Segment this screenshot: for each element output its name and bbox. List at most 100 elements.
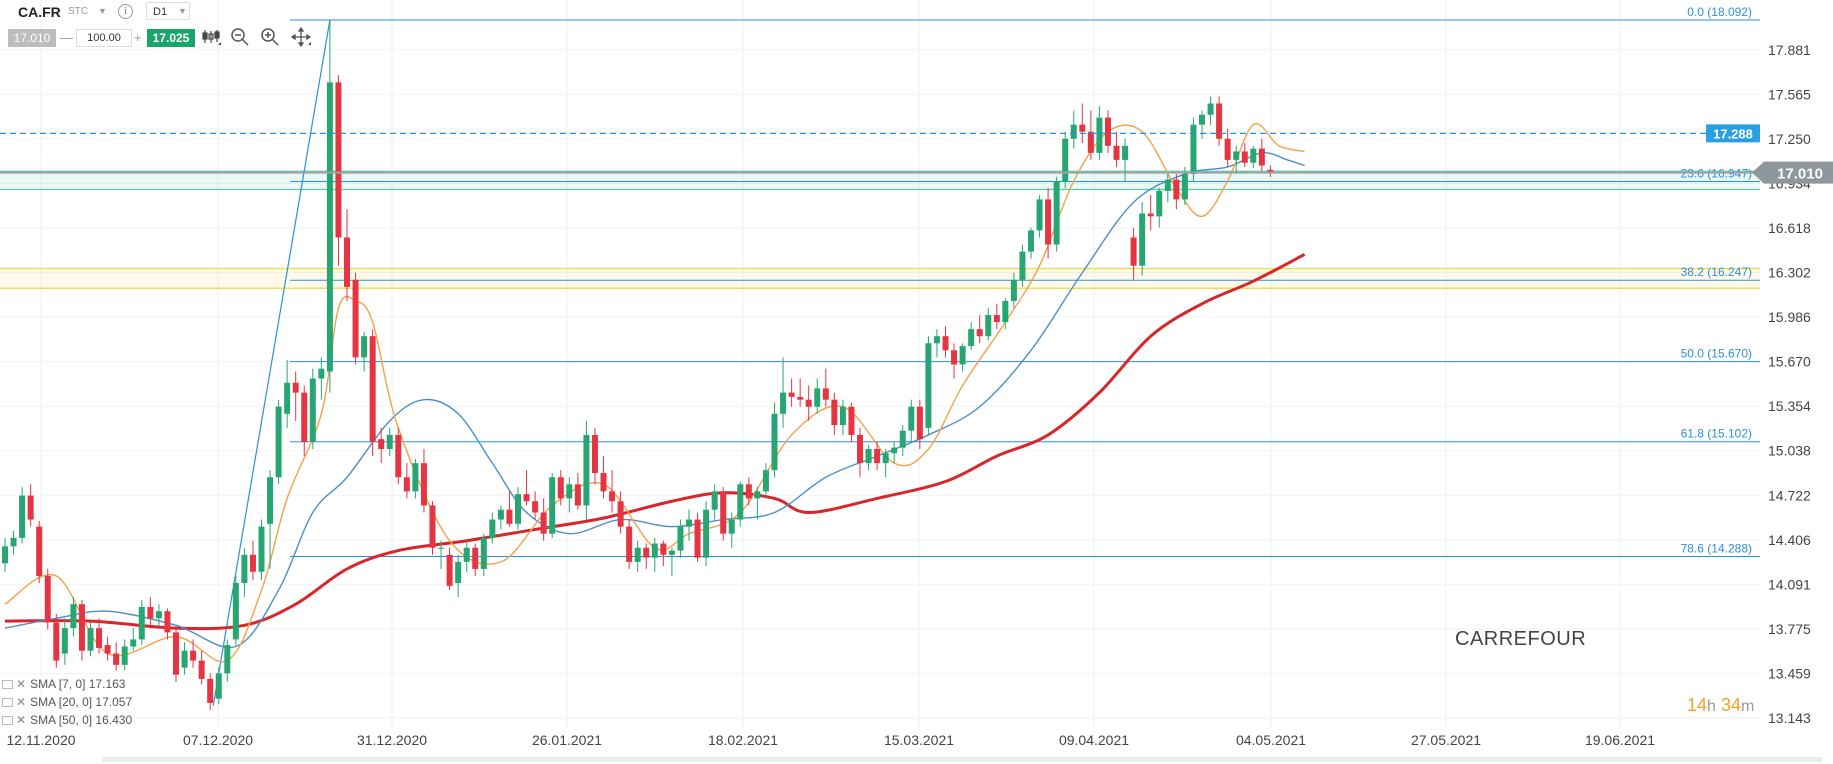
candle xyxy=(155,604,162,626)
x-tick-label: 09.04.2021 xyxy=(1059,732,1129,748)
candles xyxy=(2,20,1274,710)
candle-body xyxy=(1258,148,1265,166)
legend-settings-icon[interactable] xyxy=(2,698,13,708)
candle-body xyxy=(369,336,376,442)
candle-body xyxy=(1062,138,1069,182)
candle xyxy=(369,329,376,457)
candle-body xyxy=(788,392,795,397)
zoom-out-icon[interactable] xyxy=(229,26,251,48)
candle-body xyxy=(361,336,368,358)
candle xyxy=(361,331,368,372)
candlestick-type-icon[interactable] xyxy=(200,26,222,48)
candle xyxy=(540,498,547,541)
candle xyxy=(344,209,350,301)
candle xyxy=(686,509,692,541)
y-tick-label: 15.670 xyxy=(1768,354,1811,370)
remove-indicator-icon[interactable]: ✕ xyxy=(16,677,27,691)
candle-body xyxy=(857,434,863,464)
bid-price-button[interactable]: 17.010 xyxy=(8,29,56,47)
candle-body xyxy=(1130,237,1137,266)
candle xyxy=(19,487,26,544)
candle xyxy=(1045,188,1052,259)
candle xyxy=(668,547,675,576)
fib-trend-line xyxy=(212,19,331,706)
candle xyxy=(198,650,205,685)
candle-body xyxy=(446,554,453,586)
info-icon[interactable]: i xyxy=(118,4,133,19)
market-dropdown-icon[interactable]: ▼ xyxy=(98,6,107,16)
candle xyxy=(574,473,581,510)
remove-indicator-icon[interactable]: ✕ xyxy=(16,713,27,727)
candle xyxy=(164,608,171,640)
timeframe-select[interactable]: D1 xyxy=(146,2,190,20)
candle-body xyxy=(1216,103,1223,139)
candle xyxy=(61,618,68,665)
candle xyxy=(515,487,521,530)
zoom-in-icon[interactable] xyxy=(259,26,281,48)
sma50-label: SMA [50, 0] 16.430 xyxy=(30,713,133,727)
candle-body xyxy=(1113,145,1120,160)
candle-body xyxy=(121,646,128,665)
candle-body xyxy=(497,509,504,520)
candle xyxy=(309,368,316,450)
price-zone xyxy=(0,268,1760,289)
horizontal-scrollbar[interactable] xyxy=(102,757,1822,762)
candle xyxy=(993,303,1000,330)
legend-settings-icon[interactable] xyxy=(2,716,13,726)
candle-body xyxy=(181,650,188,668)
dashed-level xyxy=(0,132,1760,174)
candle-body xyxy=(1147,213,1154,217)
candle-body xyxy=(1233,151,1240,160)
candle xyxy=(438,540,445,569)
candle-body xyxy=(651,543,658,558)
candle-body xyxy=(1087,131,1094,153)
symbol-label[interactable]: CA.FR xyxy=(18,4,61,20)
x-tick-label: 18.02.2021 xyxy=(708,732,778,748)
crosshair-icon[interactable] xyxy=(290,26,312,48)
candle-body xyxy=(745,484,752,499)
volume-increase-button[interactable]: + xyxy=(134,30,142,45)
candle xyxy=(745,477,752,506)
candle xyxy=(70,597,77,637)
candle-body xyxy=(1053,181,1060,245)
sma50-legend: ✕ SMA [50, 0] 16.430 xyxy=(2,713,132,727)
x-axis-ticks: 12.11.2020 07.12.2020 31.12.2020 26.01.2021… xyxy=(6,732,1655,748)
candle-body xyxy=(925,343,932,428)
countdown-hours-unit: h xyxy=(1707,698,1716,715)
candle xyxy=(532,491,539,520)
candle-body xyxy=(686,519,692,527)
price-labels: 17.288 17.010 xyxy=(1706,124,1833,184)
candle xyxy=(104,636,111,661)
candle xyxy=(660,540,667,567)
candle xyxy=(480,533,487,576)
volume-input[interactable]: 100.00 xyxy=(76,29,132,47)
candle xyxy=(899,425,906,457)
candle xyxy=(874,441,881,471)
candle xyxy=(463,540,470,572)
timeframe-dropdown-icon[interactable]: ▼ xyxy=(178,6,187,16)
candle-body xyxy=(933,336,940,344)
candle xyxy=(626,519,633,569)
candle xyxy=(1002,298,1009,330)
candle xyxy=(267,470,274,569)
candle-body xyxy=(61,628,68,654)
y-tick-label: 17.250 xyxy=(1768,131,1811,147)
candle xyxy=(557,470,564,506)
candle-body xyxy=(591,434,598,474)
volume-decrease-button[interactable]: — xyxy=(60,30,73,45)
ask-price-button[interactable]: 17.025 xyxy=(147,29,195,47)
remove-indicator-icon[interactable]: ✕ xyxy=(16,695,27,709)
candle-body xyxy=(36,526,43,576)
candle xyxy=(420,449,427,513)
y-tick-label: 13.143 xyxy=(1768,710,1811,726)
candle xyxy=(1258,138,1265,172)
candle xyxy=(2,537,8,572)
candle-body xyxy=(1139,213,1146,266)
legend-settings-icon[interactable] xyxy=(2,680,13,690)
candle-body xyxy=(1181,174,1188,200)
candle-body xyxy=(19,495,26,538)
candle-body xyxy=(754,491,761,499)
candle-body xyxy=(797,396,804,400)
candle xyxy=(1190,117,1197,182)
